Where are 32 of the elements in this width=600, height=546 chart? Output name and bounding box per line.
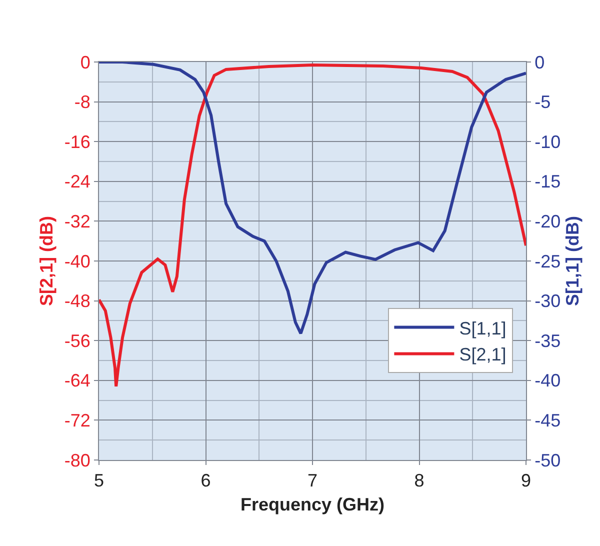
legend-label: S[1,1] — [459, 318, 506, 338]
y2-tick-label: -40 — [534, 370, 561, 391]
y2-tick-label: -30 — [534, 291, 561, 312]
y2-tick-label: -35 — [534, 330, 561, 351]
x-tick-label: 5 — [94, 470, 104, 491]
y-tick-label: -32 — [64, 212, 90, 232]
legend-label: S[2,1] — [459, 344, 506, 365]
y2-tick-label: -50 — [534, 450, 561, 470]
x-tick-label: 9 — [520, 470, 532, 491]
x-tick-label: 8 — [414, 470, 424, 491]
y-tick-label: -48 — [64, 291, 90, 312]
x-tick-label: 7 — [307, 470, 318, 491]
y-tick-label: -72 — [64, 410, 90, 430]
y-tick-label: -24 — [64, 172, 90, 192]
y-tick-label: 0 — [80, 52, 90, 72]
y2-tick-label: -20 — [534, 212, 561, 232]
y2-tick-label: -5 — [534, 92, 551, 112]
y-tick-label: -16 — [64, 132, 90, 152]
y2-tick-label: 0 — [534, 52, 545, 72]
y2-axis-title: S[1,1] (dB) — [562, 216, 583, 306]
x-tick-label: 6 — [200, 470, 211, 491]
y-tick-label: -8 — [74, 92, 90, 112]
y-tick-label: -56 — [64, 330, 90, 351]
y2-tick-label: -15 — [534, 172, 561, 192]
y2-tick-label: -10 — [534, 132, 561, 152]
y-axis-title: S[2,1] (dB) — [36, 216, 57, 306]
y2-tick-label: -45 — [534, 410, 561, 430]
y-tick-label: -40 — [64, 251, 90, 272]
y2-tick-label: -25 — [534, 251, 561, 272]
y-tick-label: -64 — [64, 370, 90, 391]
x-axis-title: Frequency (GHz) — [240, 494, 385, 515]
y-tick-label: -80 — [64, 450, 90, 470]
